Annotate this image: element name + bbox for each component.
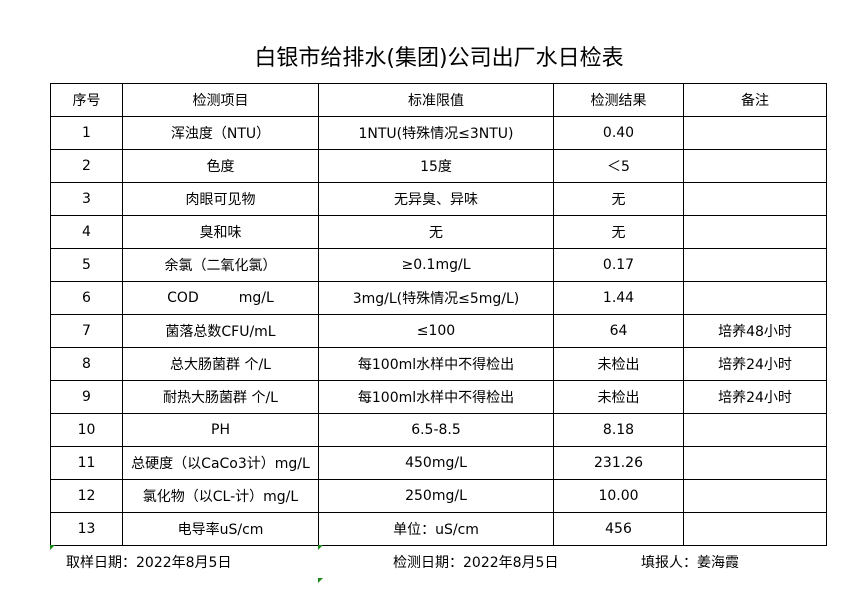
cell-item: 总硬度（以CaCo3计）mg/L [122, 446, 319, 480]
cell-limit: 单位：uS/cm [318, 512, 554, 546]
cell-result: 10.00 [553, 479, 684, 513]
cell-item: 电导率uS/cm [122, 512, 319, 546]
cell-note [683, 413, 827, 447]
header-cell-item: 检测项目 [122, 83, 319, 117]
table-row: 12 氯化物（以CL-计）mg/L 250mg/L 10.00 [50, 479, 827, 513]
cell-index: 12 [50, 479, 123, 513]
table-row: 4 臭和味无无 [50, 215, 827, 249]
page-title: 白银市给排水(集团)公司出厂水日检表 [254, 46, 624, 71]
cell-limit: 无异臭、异味 [318, 182, 554, 216]
table-row: 3 肉眼可见物 无异臭、异味无 [50, 182, 827, 216]
cell-index: 11 [50, 446, 123, 480]
cell-marker-icon [318, 578, 323, 583]
cell-item: 浑浊度（NTU） [122, 116, 319, 150]
cell-limit: 每100ml水样中不得检出 [318, 380, 554, 414]
header-cell-index: 序号 [50, 83, 123, 117]
cell-result: 1.44 [553, 281, 684, 315]
cell-limit: ≤100 [318, 314, 554, 348]
cell-note [683, 446, 827, 480]
cell-item: COD mg/L [122, 281, 319, 315]
cell-item: 臭和味 [122, 215, 319, 249]
cell-item: 肉眼可见物 [122, 182, 319, 216]
cell-marker-icon [50, 545, 55, 550]
sample-date: 取样日期：2022年8月5日 [66, 555, 232, 571]
table-row: 9 耐热大肠菌群 个/L 每100ml水样中不得检出 未检出 培养24小时 [50, 380, 827, 414]
cell-note: 培养48小时 [683, 314, 827, 348]
cell-index: 13 [50, 512, 123, 546]
cell-index: 8 [50, 347, 123, 381]
cell-result: ＜5 [553, 149, 684, 183]
cell-note [683, 215, 827, 249]
cell-index: 4 [50, 215, 123, 249]
test-date: 检测日期：2022年8月5日 [393, 555, 559, 571]
cell-result: 64 [553, 314, 684, 348]
cell-index: 6 [50, 281, 123, 315]
cell-item: 总大肠菌群 个/L [122, 347, 319, 381]
cell-limit: 1NTU(特殊情况≤3NTU) [318, 116, 554, 150]
header-cell-limit: 标准限值 [318, 83, 554, 117]
cell-index: 1 [50, 116, 123, 150]
cell-limit: 每100ml水样中不得检出 [318, 347, 554, 381]
cell-result: 8.18 [553, 413, 684, 447]
table-row: 11 总硬度（以CaCo3计）mg/L 450mg/L 231.26 [50, 446, 827, 480]
cell-result: 456 [553, 512, 684, 546]
cell-result: 未检出 [553, 380, 684, 414]
table-row: 10 PH 6.5-8.5 8.18 [50, 413, 827, 447]
header-cell-note: 备注 [683, 83, 827, 117]
cell-limit: 250mg/L [318, 479, 554, 513]
table-row: 2 色度 15度 ＜5 [50, 149, 827, 183]
cell-index: 5 [50, 248, 123, 282]
cell-limit: 15度 [318, 149, 554, 183]
cell-note [683, 116, 827, 150]
cell-item: 氯化物（以CL-计）mg/L [122, 479, 319, 513]
cell-index: 10 [50, 413, 123, 447]
cell-limit: 3mg/L(特殊情况≤5mg/L) [318, 281, 554, 315]
reporter: 填报人：姜海霞 [641, 555, 739, 571]
header-cell-result: 检测结果 [553, 83, 684, 117]
cell-note [683, 281, 827, 315]
header-row: 序号 检测项目 标准限值 检测结果 备注 [50, 83, 827, 117]
cell-index: 9 [50, 380, 123, 414]
table-row: 1 浑浊度（NTU） 1NTU(特殊情况≤3NTU) 0.40 [50, 116, 827, 150]
inspection-table: 序号 检测项目 标准限值 检测结果 备注 1 浑浊度（NTU） 1NTU(特殊情况≤… [50, 83, 827, 546]
cell-item: 色度 [122, 149, 319, 183]
cell-index: 7 [50, 314, 123, 348]
cell-result: 无 [553, 215, 684, 249]
cell-result: 0.40 [553, 116, 684, 150]
cell-note [683, 149, 827, 183]
cell-note [683, 479, 827, 513]
cell-note [683, 248, 827, 282]
table-row: 7 菌落总数CFU/mL ≤100 64 培养48小时 [50, 314, 827, 348]
cell-marker-icon [318, 545, 323, 550]
cell-item: 余氯（二氧化氯） [122, 248, 319, 282]
cell-limit: 450mg/L [318, 446, 554, 480]
cell-result: 231.26 [553, 446, 684, 480]
cell-note: 培养24小时 [683, 380, 827, 414]
cell-note: 培养24小时 [683, 347, 827, 381]
cell-note [683, 512, 827, 546]
cell-item: 耐热大肠菌群 个/L [122, 380, 319, 414]
cell-result: 0.17 [553, 248, 684, 282]
table-row: 6 COD mg/L 3mg/L(特殊情况≤5mg/L) 1.44 [50, 281, 827, 315]
cell-item: 菌落总数CFU/mL [122, 314, 319, 348]
table-row: 8 总大肠菌群 个/L 每100ml水样中不得检出 未检出 培养24小时 [50, 347, 827, 381]
table-row: 5 余氯（二氧化氯） ≥0.1mg/L 0.17 [50, 248, 827, 282]
cell-index: 2 [50, 149, 123, 183]
cell-result: 未检出 [553, 347, 684, 381]
table-row: 13 电导率uS/cm 单位：uS/cm 456 [50, 512, 827, 546]
cell-limit: ≥0.1mg/L [318, 248, 554, 282]
cell-item: PH [122, 413, 319, 447]
cell-limit: 无 [318, 215, 554, 249]
cell-note [683, 182, 827, 216]
cell-result: 无 [553, 182, 684, 216]
cell-limit: 6.5-8.5 [318, 413, 554, 447]
cell-index: 3 [50, 182, 123, 216]
